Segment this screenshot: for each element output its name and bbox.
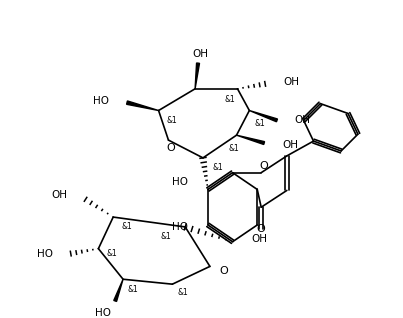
Text: HO: HO [172,176,188,187]
Text: OH: OH [52,190,68,200]
Text: &1: &1 [254,119,265,128]
Text: &1: &1 [213,163,224,172]
Text: &1: &1 [177,287,188,297]
Text: &1: &1 [166,116,177,125]
Text: OH: OH [282,140,298,150]
Text: O: O [257,224,266,234]
Polygon shape [237,135,264,144]
Text: HO: HO [96,308,111,318]
Text: O: O [166,143,175,153]
Text: HO: HO [37,249,53,259]
Text: &1: &1 [224,95,235,104]
Text: &1: &1 [228,143,239,153]
Text: &1: &1 [106,249,117,258]
Polygon shape [114,279,123,301]
Text: &1: &1 [128,285,139,294]
Text: &1: &1 [161,232,171,241]
Text: OH: OH [192,49,208,59]
Polygon shape [195,63,199,89]
Polygon shape [249,111,278,122]
Text: OH: OH [251,234,267,244]
Text: &1: &1 [121,222,132,232]
Polygon shape [127,101,158,111]
Text: O: O [260,161,268,171]
Text: OH: OH [283,77,299,87]
Text: OH: OH [295,115,311,125]
Text: HO: HO [172,222,188,232]
Text: HO: HO [93,96,109,106]
Text: O: O [220,266,229,276]
